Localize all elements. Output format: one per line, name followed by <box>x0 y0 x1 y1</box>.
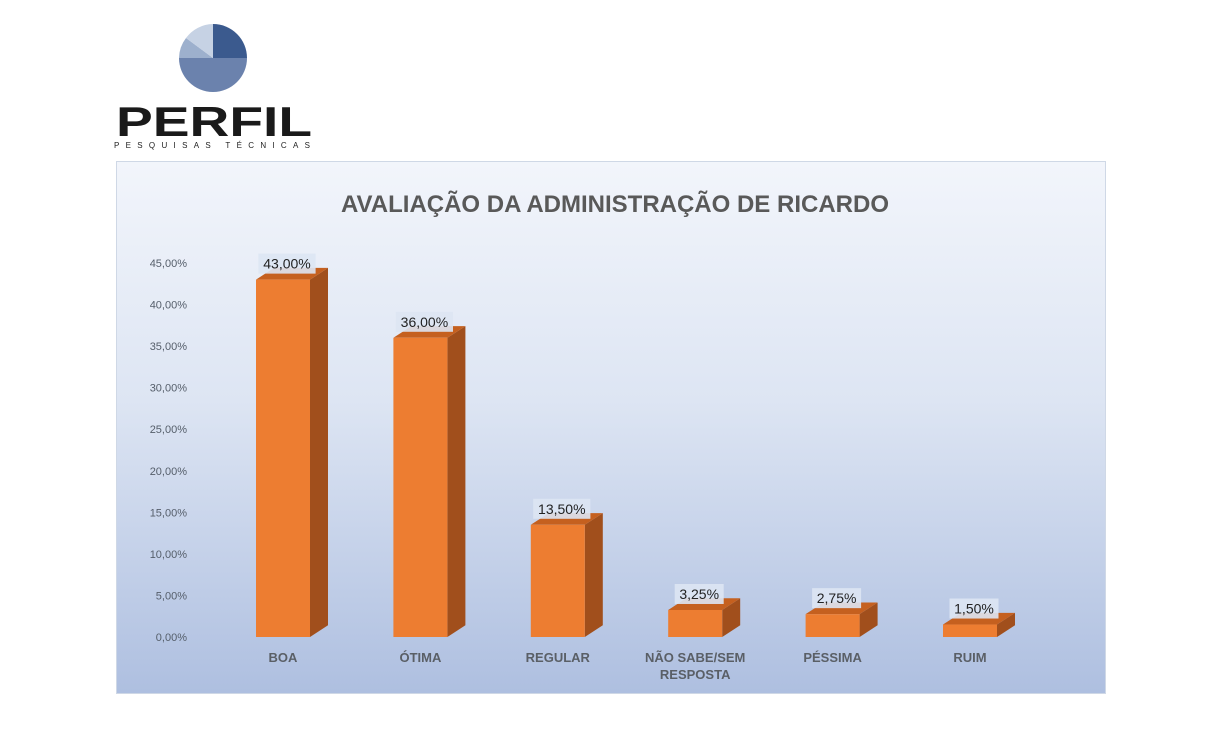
y-tick-label: 5,00% <box>156 590 187 602</box>
data-label: 2,75% <box>817 590 857 606</box>
bar-front <box>530 524 585 637</box>
bar: 3,25% <box>668 583 741 637</box>
data-label-box <box>395 311 453 332</box>
data-label-box <box>812 588 862 609</box>
y-tick-label: 40,00% <box>150 300 188 312</box>
data-label-box <box>533 498 591 519</box>
bar-front <box>805 614 860 637</box>
data-label-box <box>258 253 316 274</box>
y-tick-label: 10,00% <box>150 549 188 561</box>
data-label: 3,25% <box>679 586 719 602</box>
data-label: 43,00% <box>263 256 310 272</box>
category-label-line: PÉSSIMA <box>803 650 862 665</box>
bar-front <box>943 624 997 637</box>
bar-chart: AVALIAÇÃO DA ADMINISTRAÇÃO DE RICARDO 0,… <box>150 190 1015 682</box>
bar-front <box>256 279 310 637</box>
category-label-line: RUIM <box>953 650 986 665</box>
data-label-box <box>949 598 999 619</box>
bar-front <box>668 609 723 637</box>
bar-side <box>722 598 741 637</box>
y-tick-label: 25,00% <box>150 424 188 436</box>
bar: 43,00% <box>256 253 328 637</box>
y-tick-label: 45,00% <box>150 258 188 270</box>
y-tick-label: 30,00% <box>150 383 188 395</box>
x-axis: BOA ÓTIMA REGULAR NÃO SABE/SEM RESPOSTA PÉSSI… <box>269 650 987 682</box>
bar-side <box>584 513 603 637</box>
category-label-line: ÓTIMA <box>399 650 441 665</box>
y-tick-label: 20,00% <box>150 466 188 478</box>
bar-front <box>393 337 448 637</box>
bar: 36,00% <box>393 311 466 637</box>
bar-side <box>997 612 1015 637</box>
category-label: BOA <box>269 650 299 665</box>
chart-area: AVALIAÇÃO DA ADMINISTRAÇÃO DE RICARDO 0,… <box>116 161 1106 694</box>
data-label: 36,00% <box>401 314 448 330</box>
data-label: 13,50% <box>538 501 585 517</box>
category-label-line: NÃO SABE/SEM <box>645 650 745 665</box>
perfil-logo: PERFIL PESQUISAS TÉCNICAS <box>114 24 312 150</box>
bar-side <box>447 326 466 637</box>
bar: 2,75% <box>805 588 878 637</box>
logo-brand-text: PERFIL <box>116 98 312 145</box>
bar: 1,50% <box>943 598 1015 637</box>
category-label-line: BOA <box>269 650 299 665</box>
y-tick-label: 35,00% <box>150 341 188 353</box>
data-label: 1,50% <box>954 601 994 617</box>
category-label: ÓTIMA <box>399 650 441 665</box>
bar-side <box>859 602 878 637</box>
category-label: NÃO SABE/SEM RESPOSTA <box>645 650 745 682</box>
category-label: REGULAR <box>526 650 591 665</box>
pie-logo-icon <box>179 24 247 92</box>
category-label-line: REGULAR <box>526 650 591 665</box>
bar: 13,50% <box>530 498 603 637</box>
category-label: RUIM <box>953 650 986 665</box>
y-tick-label: 0,00% <box>156 632 187 644</box>
category-label-line: RESPOSTA <box>660 667 731 682</box>
bars: 43,00% 36,00% 13,50% 3,25% 2,75% 1,50% <box>256 253 1015 637</box>
y-tick-label: 15,00% <box>150 507 188 519</box>
data-label-box <box>674 583 724 604</box>
category-label: PÉSSIMA <box>803 650 862 665</box>
y-axis: 0,00% 5,00% 10,00% 15,00% 20,00% 25,00% 30,00%… <box>150 258 188 644</box>
chart-title: AVALIAÇÃO DA ADMINISTRAÇÃO DE RICARDO <box>341 190 889 218</box>
bar-side <box>310 267 328 637</box>
